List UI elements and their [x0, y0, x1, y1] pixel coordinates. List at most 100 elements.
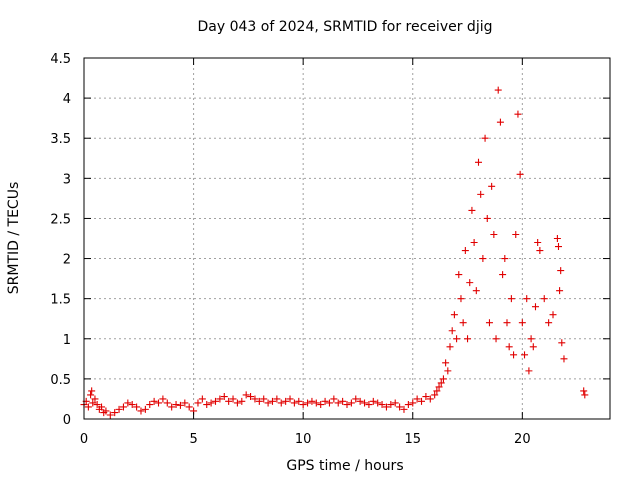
data-point [494, 86, 502, 94]
data-point [216, 395, 224, 403]
data-point [247, 393, 255, 401]
data-point [560, 355, 568, 363]
data-point [490, 230, 498, 238]
data-point [273, 395, 281, 403]
data-point [212, 397, 219, 405]
x-tick-label: 5 [189, 432, 197, 447]
data-point [334, 399, 342, 407]
data-point [141, 405, 149, 413]
data-point [260, 395, 268, 403]
data-point [352, 395, 360, 403]
y-tick-label: 2.5 [50, 212, 71, 227]
y-tick-label: 4 [63, 92, 71, 107]
x-axis-label: GPS time / hours [286, 458, 403, 474]
data-point [330, 395, 338, 403]
x-tick-label: 10 [295, 432, 312, 447]
data-point [299, 401, 307, 409]
data-point [207, 399, 215, 407]
data-point [512, 230, 520, 238]
data-point [137, 407, 145, 415]
data-point [525, 367, 533, 375]
data-point [481, 134, 489, 142]
data-point [536, 247, 544, 255]
data-point [378, 401, 386, 409]
data-point [176, 401, 184, 409]
data-point [111, 409, 119, 417]
data-point [185, 403, 193, 411]
data-point [457, 295, 465, 303]
data-point [106, 411, 114, 419]
data-point [455, 271, 463, 279]
y-tick-label: 3 [63, 172, 71, 187]
data-point [518, 319, 526, 327]
data-point [446, 343, 454, 351]
data-point [531, 303, 539, 311]
data-point [382, 403, 390, 411]
data-point [475, 158, 482, 166]
data-point [102, 407, 110, 415]
data-point [437, 379, 445, 387]
data-point [464, 335, 472, 343]
data-point [453, 335, 461, 343]
data-point [159, 395, 167, 403]
data-point [172, 401, 180, 409]
data-point [439, 375, 447, 383]
data-point [229, 395, 237, 403]
plot-frame [83, 57, 611, 420]
data-point [527, 335, 535, 343]
data-point [545, 319, 553, 327]
data-point [468, 206, 476, 214]
data-point [268, 397, 276, 405]
y-tick-label: 1 [63, 333, 71, 348]
data-point [499, 271, 507, 279]
data-point [444, 367, 452, 375]
data-point [317, 401, 325, 409]
data-point [295, 397, 303, 405]
data-point [128, 401, 136, 409]
data-point [150, 397, 158, 405]
data-point [488, 182, 496, 190]
data-point [194, 399, 202, 407]
data-point [501, 255, 509, 263]
data-point [312, 399, 320, 407]
data-point [290, 399, 298, 407]
data-point [492, 335, 500, 343]
data-point [554, 243, 562, 251]
data-point [84, 403, 92, 411]
data-point [98, 403, 106, 411]
chart-title: Day 043 of 2024, SRMTID for receiver dji… [198, 19, 493, 35]
data-point [540, 295, 548, 303]
data-point [365, 401, 373, 409]
y-tick-label: 4.5 [50, 52, 71, 67]
y-tick-label: 3.5 [50, 132, 71, 147]
data-point [479, 255, 487, 263]
data-point [255, 397, 263, 405]
data-point [523, 295, 531, 303]
data-point [534, 239, 542, 247]
data-point [225, 397, 233, 405]
data-point [431, 391, 439, 399]
data-point [396, 403, 404, 411]
data-point [115, 405, 123, 413]
data-point [325, 399, 333, 407]
data-point [409, 399, 417, 407]
data-point [119, 403, 127, 411]
data-point [356, 397, 364, 405]
data-point [558, 339, 566, 347]
data-point [413, 395, 421, 403]
data-point [277, 399, 285, 407]
data-point [264, 399, 272, 407]
data-point [321, 397, 329, 405]
data-point [168, 403, 176, 411]
data-point [242, 391, 250, 399]
data-point [251, 395, 259, 403]
data-point [308, 397, 316, 405]
data-point [89, 399, 97, 407]
data-point [91, 395, 99, 403]
data-point [146, 401, 154, 409]
data-point [435, 383, 443, 391]
x-tick-label: 20 [514, 432, 531, 447]
data-point [461, 247, 469, 255]
data-point [181, 399, 189, 407]
data-point [124, 399, 132, 407]
